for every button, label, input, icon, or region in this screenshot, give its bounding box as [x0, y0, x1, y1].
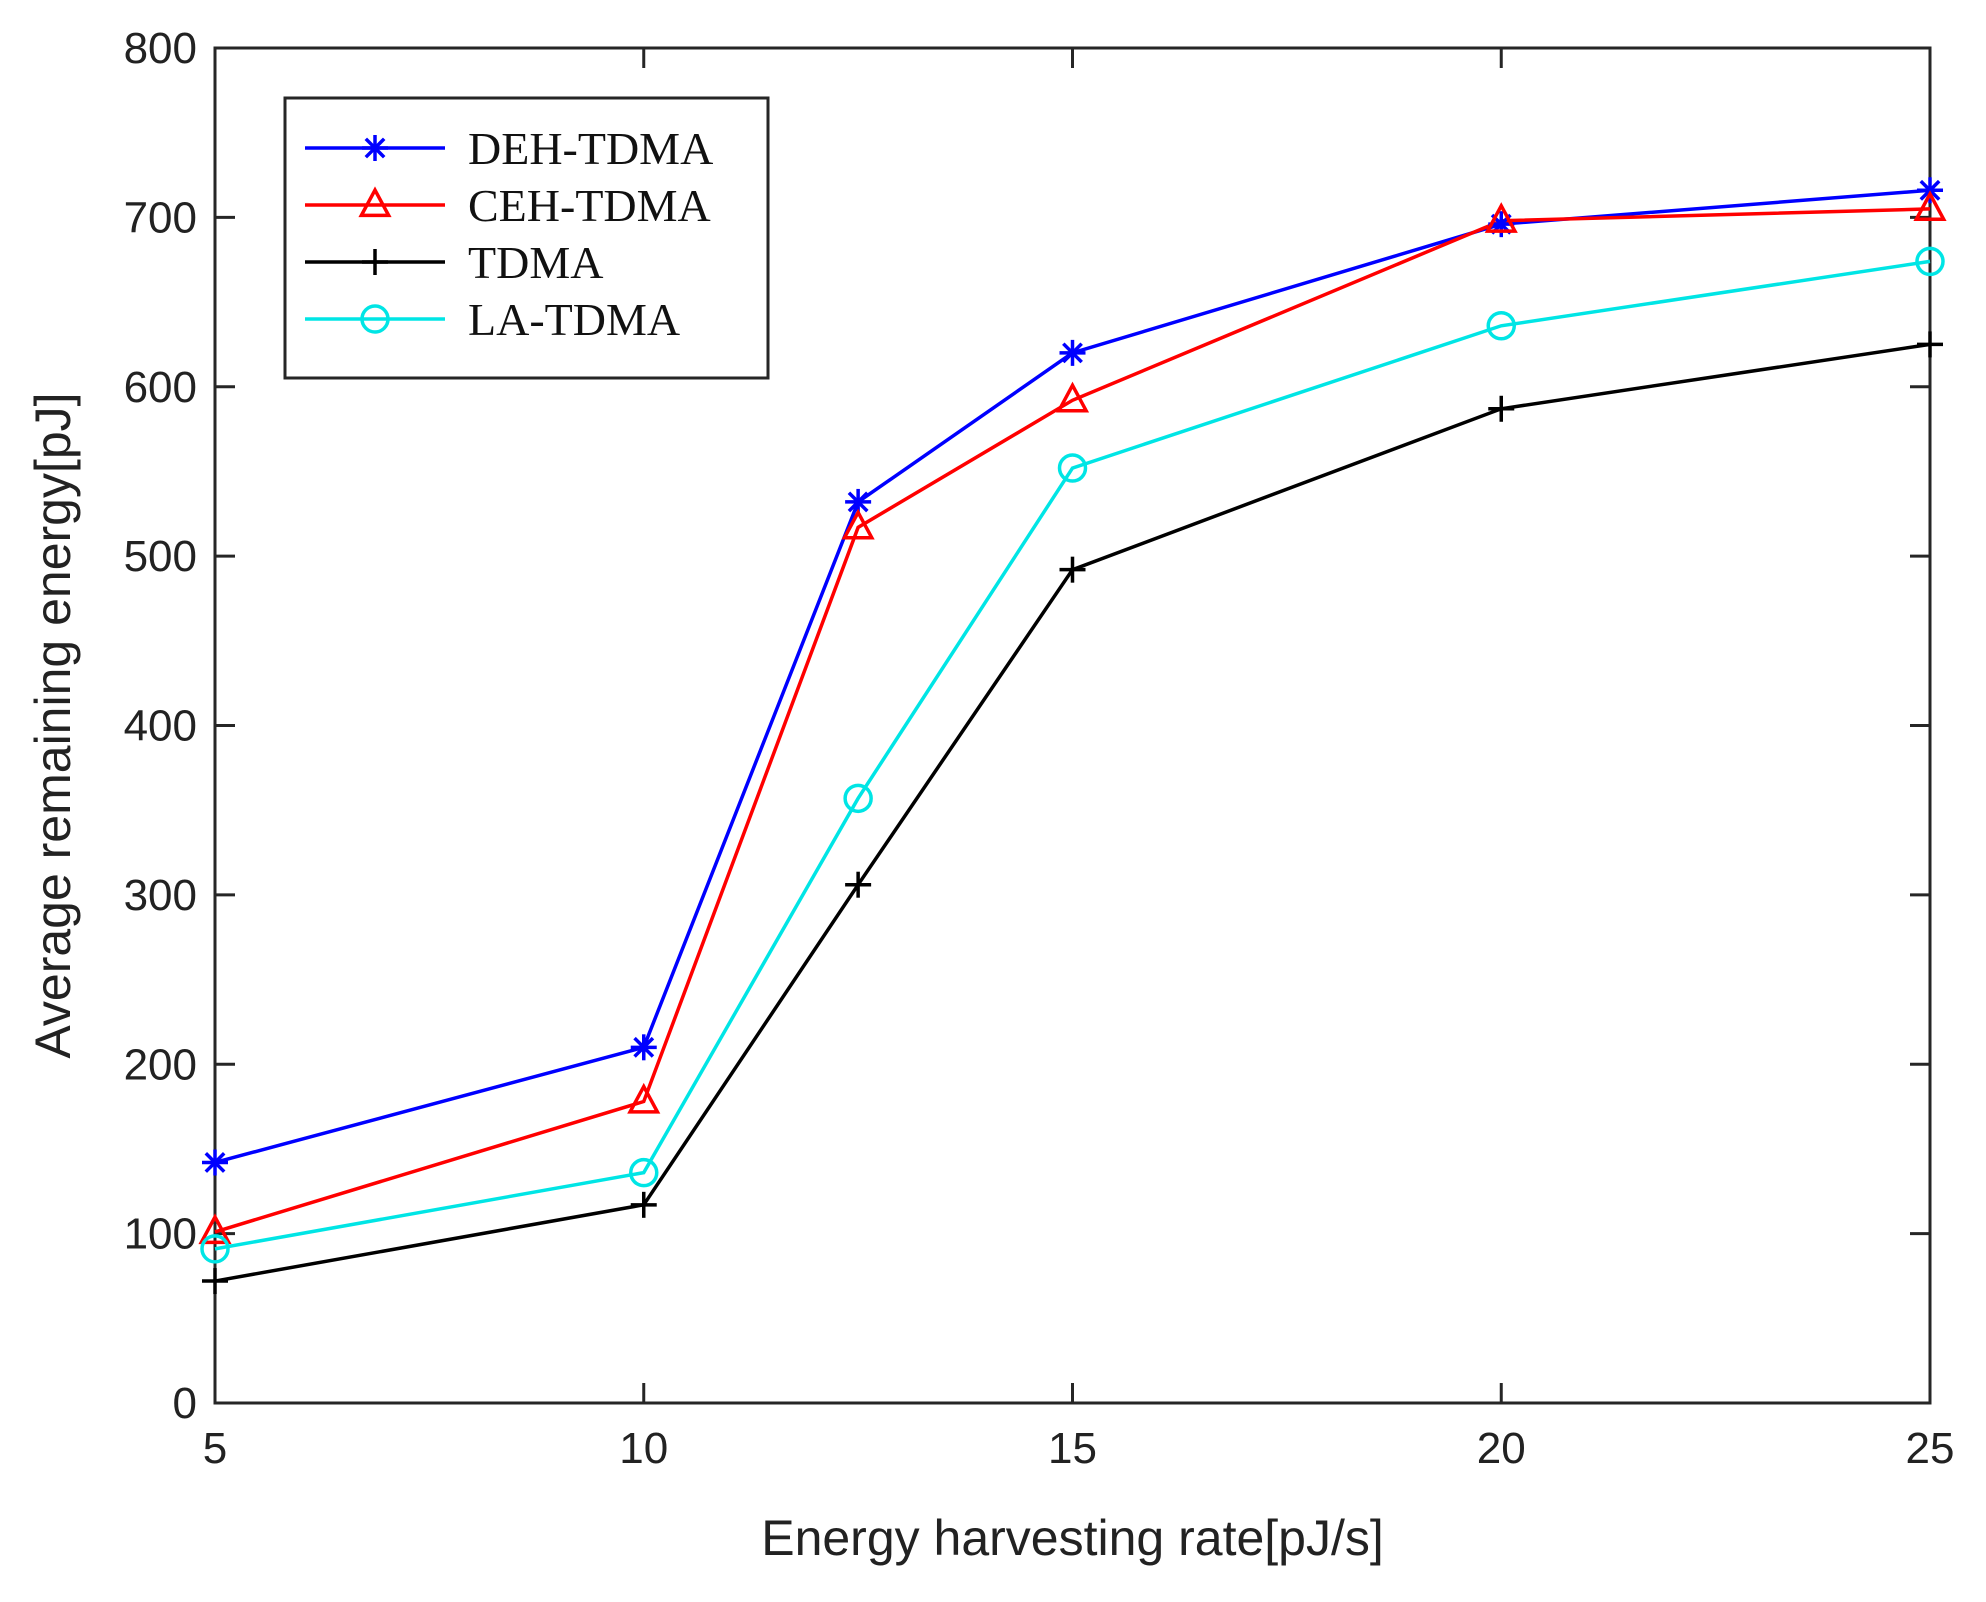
legend: DEH-TDMA CEH-TDMA TDMA LA-TDMA — [283, 96, 770, 380]
legend-marker — [360, 304, 390, 334]
data-point-tdma — [630, 1191, 657, 1218]
legend-entry-la-tdma: LA-TDMA — [305, 294, 680, 345]
legend-entry-ceh-tdma: CEH-TDMA — [305, 180, 711, 231]
data-point-deh-tdma — [202, 1149, 228, 1176]
data-point-ceh-tdma — [841, 508, 875, 540]
data-point-la-tdma — [1057, 453, 1088, 483]
data-point-la-tdma — [200, 1234, 230, 1264]
x-tick-label: 5 — [203, 1424, 227, 1473]
y-tick-label: 600 — [124, 363, 197, 412]
y-axis-label: Average remaining energy[pJ] — [25, 392, 81, 1058]
series-line-tdma — [214, 342, 1931, 1283]
legend-marker — [362, 249, 388, 275]
y-tick-label: 200 — [124, 1040, 197, 1089]
legend-label: CEH-TDMA — [468, 180, 711, 231]
legend-entry-tdma: TDMA — [305, 237, 603, 288]
legend-marker — [358, 186, 392, 218]
legend-label: TDMA — [468, 237, 603, 288]
x-tick-label: 10 — [619, 1424, 668, 1473]
data-point-tdma — [845, 871, 872, 898]
data-point-tdma — [1917, 331, 1943, 358]
y-tick-label: 0 — [173, 1379, 197, 1428]
legend-label: LA-TDMA — [468, 294, 680, 345]
y-tick-label: 700 — [124, 193, 197, 242]
y-tick-label: 800 — [124, 24, 197, 73]
data-point-deh-tdma — [1059, 339, 1086, 366]
x-tick-label: 20 — [1477, 1424, 1526, 1473]
legend-label: DEH-TDMA — [468, 123, 713, 174]
legend-marker — [362, 135, 388, 161]
legend-entry-deh-tdma: DEH-TDMA — [305, 123, 713, 174]
data-point-la-tdma — [629, 1157, 659, 1188]
data-point-ceh-tdma — [1913, 190, 1947, 222]
data-point-deh-tdma — [630, 1034, 657, 1061]
data-point-tdma — [202, 1268, 228, 1295]
legend-box — [283, 96, 770, 380]
data-point-la-tdma — [843, 783, 873, 814]
data-point-ceh-tdma — [1484, 202, 1518, 233]
data-point-ceh-tdma — [1055, 381, 1090, 413]
y-tick-label: 400 — [124, 702, 197, 751]
data-point-ceh-tdma — [627, 1082, 661, 1114]
y-tick-label: 500 — [124, 532, 197, 581]
data-point-la-tdma — [1915, 246, 1945, 277]
series-line-ceh-tdma — [214, 207, 1931, 1234]
data-point-ceh-tdma — [198, 1213, 232, 1245]
data-point-la-tdma — [1486, 311, 1516, 341]
y-tick-label: 100 — [124, 1210, 197, 1259]
data-point-tdma — [1488, 395, 1515, 422]
data-point-tdma — [1059, 556, 1086, 583]
data-point-deh-tdma — [845, 488, 872, 515]
x-tick-label: 15 — [1048, 1424, 1097, 1473]
x-axis-label: Energy harvesting rate[pJ/s] — [761, 1510, 1384, 1566]
series-line-la-tdma — [214, 259, 1931, 1251]
x-tick-label: 25 — [1906, 1424, 1955, 1473]
y-tick-label: 300 — [124, 871, 197, 920]
